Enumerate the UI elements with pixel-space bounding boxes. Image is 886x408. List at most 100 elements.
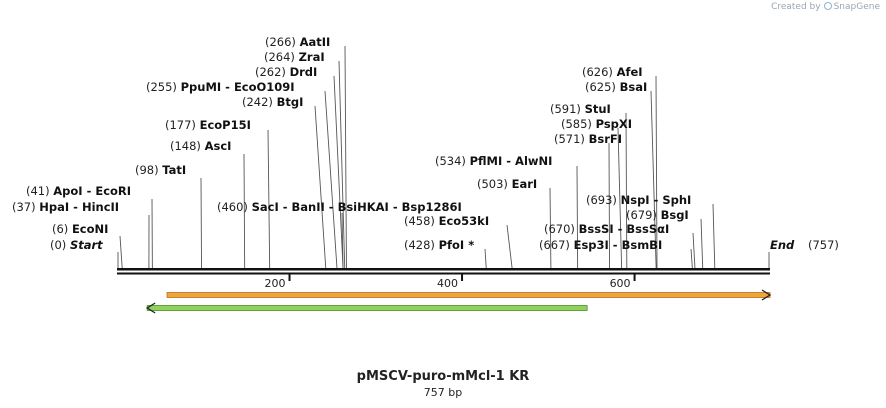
site-name-saci-banii-bsihkai-bsp1286i: SacI - BanII - BsiHKAI - Bsp1286I	[252, 200, 462, 214]
site-label-btgi[interactable]: (242) BtgI	[242, 95, 303, 109]
site-name-nspi-sphi: NspI - SphI	[621, 193, 692, 207]
site-label-hpai-hincii[interactable]: (37) HpaI - HincII	[12, 200, 119, 214]
credit: Created by SnapGene	[771, 2, 880, 12]
site-pos-bsgi: (679)	[626, 208, 661, 222]
site-label-end[interactable]: End	[770, 238, 795, 252]
site-label-afei[interactable]: (626) AfeI	[582, 65, 643, 79]
credit-brand: SnapGene	[833, 2, 880, 12]
credit-prefix: Created by	[771, 2, 821, 12]
map-title: pMSCV-puro-mMcl-1 KR	[356, 369, 530, 384]
site-pos-eari: (503)	[477, 177, 512, 191]
site-line-bsai	[650, 90, 657, 269]
site-line-saci-banii-bsihkai-bsp1286i	[341, 212, 344, 269]
site-line-pspxi	[617, 127, 623, 269]
site-line-econi	[119, 235, 123, 269]
site-label-apoi-ecori[interactable]: (41) ApoI - EcoRI	[26, 184, 131, 198]
site-line-nspi-sphi	[712, 203, 716, 269]
site-label-bsgi[interactable]: (679) BsgI	[626, 208, 689, 222]
ruler-label-600: 600	[610, 277, 631, 290]
site-name-eco53ki: Eco53kI	[439, 214, 490, 228]
site-line-eco53ki	[506, 224, 513, 269]
site-label-ecop15i[interactable]: (177) EcoP15I	[165, 118, 251, 132]
orange-feature-bar[interactable]	[166, 292, 771, 298]
orange-feature-arrow-icon	[761, 289, 772, 301]
site-line-pflmi-alwni	[576, 165, 579, 269]
site-label-econi[interactable]: (6) EcoNI	[52, 222, 108, 236]
site-name-esp3i-bsmbi: Esp3I - BsmBI	[574, 238, 663, 252]
site-name-stui: StuI	[585, 102, 611, 116]
site-name-drdi: DrdI	[290, 65, 318, 79]
site-line-bsssi-bsss-i	[692, 232, 696, 269]
site-label-start[interactable]: (0) Start	[50, 238, 103, 252]
site-pos-stui: (591)	[550, 102, 585, 116]
site-label-drdi[interactable]: (262) DrdI	[255, 65, 317, 79]
site-pos-apoi-ecori: (41)	[26, 184, 53, 198]
site-name-pflmi-alwni: PflMI - AlwNI	[470, 154, 553, 168]
site-name-asci: AscI	[205, 139, 232, 153]
site-name-tati: TatI	[162, 163, 186, 177]
site-pos-pspxi: (585)	[561, 117, 596, 131]
site-pos-ppumi-ecoo109i: (255)	[146, 80, 181, 94]
site-label-ppumi-ecoo109i[interactable]: (255) PpuMI - EcoO109I	[146, 80, 295, 94]
site-name-aatii: AatII	[300, 35, 331, 49]
site-line-asci	[243, 153, 246, 269]
green-feature-bar[interactable]	[146, 305, 588, 311]
site-pos-drdi: (262)	[255, 65, 290, 79]
site-pos-econi: (6)	[52, 222, 72, 236]
site-label-esp3i-bsmbi[interactable]: (667) Esp3I - BsmBI	[539, 238, 662, 252]
site-pos-bsrfi: (571)	[554, 132, 589, 146]
site-pos-aatii: (266)	[265, 35, 300, 49]
site-pos-asci: (148)	[170, 139, 205, 153]
site-line-stui	[625, 112, 628, 269]
site-name-zrai: ZraI	[299, 50, 325, 64]
snapgene-logo-icon	[823, 2, 832, 10]
site-pos-zrai: (264)	[264, 50, 299, 64]
site-label-asci[interactable]: (148) AscI	[170, 139, 231, 153]
site-label-saci-banii-bsihkai-bsp1286i[interactable]: (460) SacI - BanII - BsiHKAI - Bsp1286I	[217, 200, 462, 214]
site-name-bsai: BsaI	[620, 80, 648, 94]
site-pos-ecop15i: (177)	[165, 118, 200, 132]
site-line-bsgi	[700, 218, 704, 269]
site-pos-pflmi-alwni: (534)	[435, 154, 470, 168]
site-name-pspxi: PspXI	[596, 117, 632, 131]
sequence-backbone-lower	[117, 272, 770, 275]
site-line-drdi	[333, 75, 344, 269]
site-name-eari: EarI	[512, 177, 538, 191]
ruler-label-400: 400	[437, 277, 458, 290]
site-label-stui[interactable]: (591) StuI	[550, 102, 611, 116]
site-lines	[117, 45, 770, 269]
site-label-eari[interactable]: (503) EarI	[477, 177, 537, 191]
site-line-zrai	[338, 60, 346, 269]
site-pos-tati: (98)	[135, 163, 162, 177]
site-labels: (0) Start (6) EcoNI (37) HpaI - HincII (41)…	[12, 35, 839, 252]
site-pos-nspi-sphi: (693)	[586, 193, 621, 207]
site-name-ppumi-ecoo109i: PpuMI - EcoO109I	[181, 80, 295, 94]
site-label-pfoi[interactable]: (428) PfoI *	[404, 238, 474, 252]
site-name-hpai-hincii: HpaI - HincII	[39, 200, 119, 214]
site-label-bsrfi[interactable]: (571) BsrFI	[554, 132, 622, 146]
site-pos-bsai: (625)	[585, 80, 620, 94]
site-label-aatii[interactable]: (266) AatII	[265, 35, 330, 49]
site-name-start: Start	[70, 238, 103, 252]
site-label-eco53ki[interactable]: (458) Eco53kI	[404, 214, 489, 228]
site-name-btgi: BtgI	[277, 95, 304, 109]
site-pos-end: (757)	[808, 238, 839, 252]
map-subtitle: 757 bp	[423, 386, 463, 399]
site-label-tati[interactable]: (98) TatI	[135, 163, 186, 177]
site-pos-esp3i-bsmbi: (667)	[539, 238, 574, 252]
site-line-eari	[549, 187, 552, 269]
site-label-zrai[interactable]: (264) ZraI	[264, 50, 325, 64]
site-label-bsai[interactable]: (625) BsaI	[585, 80, 647, 94]
site-name-bsgi: BsgI	[661, 208, 689, 222]
site-name-apoi-ecori: ApoI - EcoRI	[53, 184, 131, 198]
site-line-ecop15i	[267, 129, 271, 269]
site-name-afei: AfeI	[617, 65, 643, 79]
site-name-bsrfi: BsrFI	[589, 132, 622, 146]
site-name-econi: EcoNI	[72, 222, 108, 236]
sequence-backbone	[117, 268, 770, 271]
green-feature-arrow-icon	[145, 302, 156, 314]
site-label-nspi-sphi[interactable]: (693) NspI - SphI	[586, 193, 691, 207]
site-label-bsssi-bsss-i[interactable]: (670) BssSI - BssSαI	[544, 222, 669, 236]
site-label-pflmi-alwni[interactable]: (534) PflMI - AlwNI	[435, 154, 552, 168]
site-label-pspxi[interactable]: (585) PspXI	[561, 117, 632, 131]
